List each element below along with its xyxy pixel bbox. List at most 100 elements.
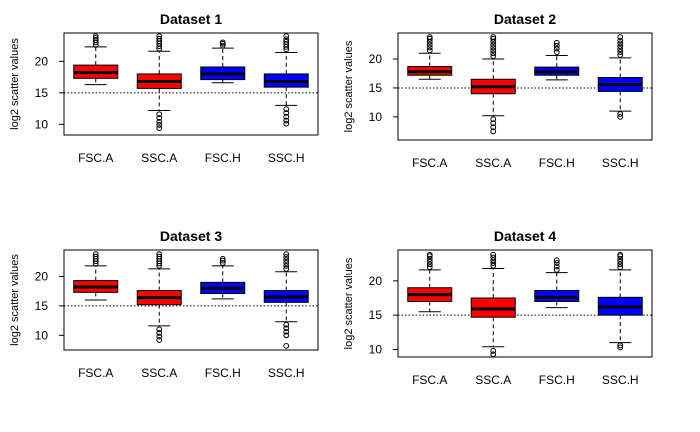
x-tick-label: SSC.H bbox=[602, 373, 639, 387]
box-fsc-a bbox=[407, 34, 453, 80]
outlier-point bbox=[156, 115, 163, 121]
outlier-point bbox=[553, 42, 560, 49]
chart-panel-1: Dataset 1 log2 scatter values 10 15 20 FSC.A S… bbox=[9, 11, 319, 165]
outlier-point bbox=[490, 50, 497, 57]
x-tick-label: FSC.H bbox=[205, 366, 241, 380]
outlier-point bbox=[617, 34, 624, 40]
outlier-point bbox=[490, 41, 497, 48]
box-ssc-h bbox=[263, 251, 309, 349]
outlier-point bbox=[156, 125, 163, 131]
x-tick-label: SSC.A bbox=[475, 373, 511, 387]
outlier-point bbox=[283, 321, 290, 328]
outlier-point bbox=[553, 45, 560, 52]
plot-frame bbox=[397, 249, 653, 358]
outlier-point bbox=[490, 44, 497, 51]
outlier-point bbox=[283, 251, 290, 258]
outlier-point bbox=[553, 266, 560, 273]
chart-title: Dataset 2 bbox=[494, 11, 556, 27]
box-fsc-h bbox=[534, 257, 580, 309]
outlier-point bbox=[219, 42, 226, 49]
y-axis-label: log2 scatter values bbox=[9, 254, 21, 346]
y-tick-label: 20 bbox=[369, 274, 383, 288]
outlier-point bbox=[490, 35, 497, 42]
outlier-point bbox=[553, 257, 560, 264]
y-tick-label: 20 bbox=[35, 269, 49, 283]
x-tick-label: FSC.A bbox=[78, 151, 113, 165]
outlier-point bbox=[617, 344, 624, 351]
outlier-point bbox=[617, 258, 624, 265]
outlier-point bbox=[490, 347, 497, 354]
box-ssc-a bbox=[470, 34, 516, 135]
outlier-point bbox=[490, 351, 497, 358]
outlier-point bbox=[426, 44, 433, 51]
outlier-point bbox=[617, 52, 624, 58]
outlier-point bbox=[156, 330, 163, 336]
x-tick-label: FSC.A bbox=[412, 156, 447, 170]
outlier-point bbox=[156, 122, 163, 128]
outlier-point bbox=[156, 337, 163, 343]
outlier-point bbox=[92, 33, 99, 40]
y-tick-label: 15 bbox=[35, 86, 49, 100]
x-tick-label: SSC.H bbox=[602, 156, 639, 170]
outlier-point bbox=[490, 254, 497, 261]
outlier-point bbox=[490, 116, 497, 123]
x-tick-label: SSC.A bbox=[141, 366, 177, 380]
outlier-point bbox=[553, 39, 560, 46]
y-tick-label: 10 bbox=[35, 117, 49, 131]
plot-frame bbox=[397, 32, 653, 141]
box-ssc-a bbox=[136, 251, 182, 343]
outlier-point bbox=[283, 38, 290, 45]
outlier-point bbox=[283, 260, 290, 266]
outlier-point bbox=[156, 251, 163, 258]
chart-title: Dataset 4 bbox=[494, 228, 556, 244]
outlier-point bbox=[617, 256, 624, 262]
outlier-point bbox=[426, 41, 433, 48]
outlier-point bbox=[283, 120, 290, 127]
outlier-point bbox=[426, 264, 433, 271]
outlier-point bbox=[490, 262, 497, 269]
outlier-point bbox=[617, 113, 624, 120]
outlier-point bbox=[490, 128, 497, 135]
outlier-point bbox=[617, 37, 624, 44]
y-axis-label: log2 scatter values bbox=[343, 257, 355, 349]
outlier-point bbox=[490, 257, 497, 264]
plot-frame bbox=[63, 249, 319, 351]
outlier-point bbox=[617, 261, 624, 268]
y-tick-label: 10 bbox=[369, 110, 383, 124]
outlier-point bbox=[156, 118, 163, 125]
box-fsc-h bbox=[200, 39, 246, 84]
outlier-point bbox=[283, 254, 290, 260]
outlier-point bbox=[490, 34, 497, 40]
outlier-point bbox=[156, 111, 163, 118]
x-tick-label: SSC.H bbox=[268, 366, 305, 380]
outlier-point bbox=[490, 251, 497, 258]
outlier-point bbox=[283, 117, 290, 124]
outlier-point bbox=[156, 326, 163, 333]
outlier-point bbox=[490, 260, 497, 266]
outlier-point bbox=[219, 260, 226, 266]
outlier-point bbox=[92, 253, 99, 260]
box-ssc-h bbox=[597, 251, 643, 351]
outlier-point bbox=[283, 33, 290, 40]
outlier-point bbox=[283, 332, 290, 339]
outlier-point bbox=[490, 53, 497, 60]
outlier-point bbox=[490, 124, 497, 131]
outlier-point bbox=[283, 342, 290, 349]
y-axis-label: log2 scatter values bbox=[9, 38, 21, 130]
y-tick-label: 15 bbox=[35, 299, 49, 313]
outlier-point bbox=[156, 253, 163, 260]
chart-title: Dataset 1 bbox=[160, 11, 222, 27]
outlier-point bbox=[219, 39, 226, 46]
outlier-point bbox=[617, 46, 624, 53]
box-ssc-h bbox=[263, 33, 309, 127]
outlier-point bbox=[617, 43, 624, 50]
outlier-point bbox=[426, 256, 433, 262]
plot-frame bbox=[63, 32, 319, 136]
outlier-point bbox=[426, 34, 433, 40]
box-ssc-a bbox=[470, 251, 516, 358]
box-fsc-a bbox=[407, 251, 453, 313]
outlier-point bbox=[283, 325, 290, 332]
x-tick-label: FSC.H bbox=[539, 156, 575, 170]
outlier-point bbox=[92, 35, 99, 41]
